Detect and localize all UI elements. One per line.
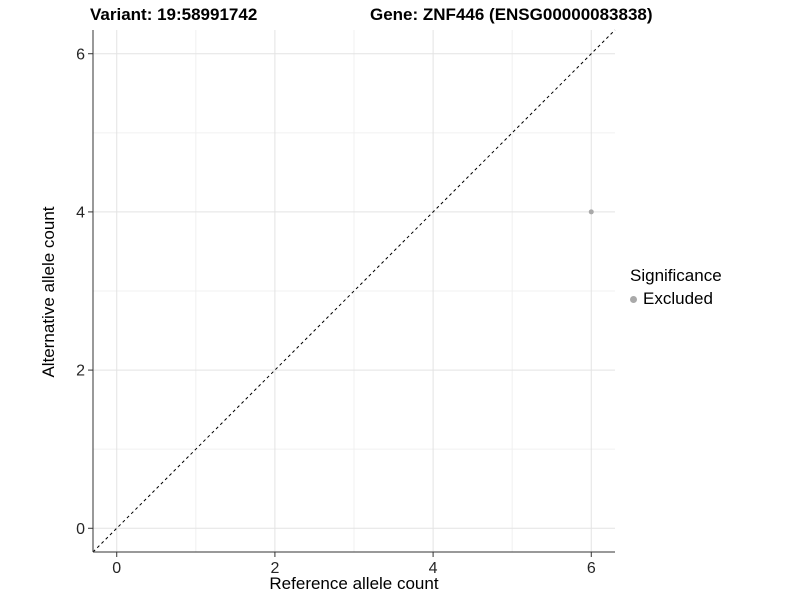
x-tick-label: 4	[429, 560, 438, 577]
y-tick-label: 2	[76, 363, 85, 380]
legend: Significance Excluded	[630, 266, 722, 309]
x-tick-label: 6	[587, 560, 596, 577]
legend-title: Significance	[630, 266, 722, 285]
legend-point-icon	[630, 295, 637, 303]
y-tick-label: 4	[76, 205, 85, 222]
data-point	[588, 209, 594, 215]
legend-item-label: Excluded	[643, 289, 713, 308]
plot-title-gene: Gene: ZNF446 (ENSG00000083838)	[370, 5, 653, 24]
legend-item-excluded: Excluded	[630, 289, 722, 309]
x-tick-label: 2	[270, 560, 279, 577]
x-axis-title: Reference allele count	[269, 574, 439, 593]
y-tick-label: 0	[76, 521, 85, 538]
x-tick-label: 0	[112, 560, 121, 577]
y-tick-label: 6	[76, 46, 85, 63]
y-axis-title: Alternative allele count	[39, 206, 58, 378]
plot-title-variant: Variant: 19:58991742	[90, 5, 258, 24]
